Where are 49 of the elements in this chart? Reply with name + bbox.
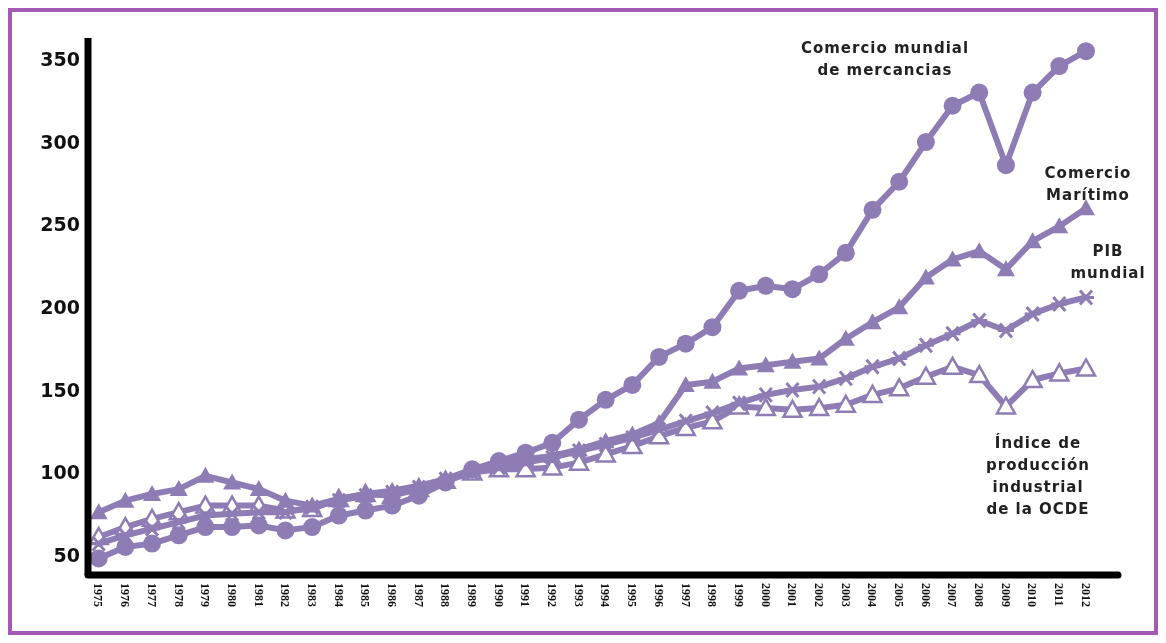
x-tick-label: 1989 bbox=[465, 583, 480, 607]
x-tick-label: 2012 bbox=[1078, 583, 1093, 607]
y-tick-label: 350 bbox=[40, 48, 80, 71]
x-tick-label: 2011 bbox=[1052, 583, 1067, 607]
x-tick-label: 1980 bbox=[224, 583, 239, 607]
x-tick-label: 1983 bbox=[304, 583, 319, 607]
y-tick-label: 250 bbox=[40, 213, 80, 236]
x-tick-label: 1979 bbox=[198, 583, 213, 607]
x-tick-label: 1981 bbox=[251, 583, 266, 607]
x-tick-label: 2008 bbox=[972, 583, 987, 607]
x-tick-label: 1985 bbox=[358, 583, 373, 607]
x-tick-label: 2004 bbox=[865, 583, 880, 607]
x-tick-label: 1986 bbox=[385, 583, 399, 607]
x-tick-label: 1982 bbox=[278, 583, 293, 607]
x-tick-label: 2003 bbox=[838, 583, 853, 607]
x-tick-label: 1976 bbox=[118, 583, 133, 607]
x-tick-label: 2009 bbox=[998, 583, 1013, 607]
x-tick-label: 1987 bbox=[411, 583, 426, 607]
x-tick-label: 1994 bbox=[598, 583, 613, 607]
y-tick-label: 50 bbox=[53, 543, 80, 566]
x-tick-label: 1997 bbox=[678, 583, 693, 607]
x-tick-label: 1978 bbox=[171, 583, 186, 607]
x-tick-label: 2002 bbox=[811, 583, 826, 607]
series-label: Comercio Marítimo bbox=[1044, 164, 1132, 204]
x-tick-label: 2000 bbox=[758, 583, 773, 607]
x-tick-label: 1988 bbox=[438, 583, 453, 607]
x-tick-label: 2005 bbox=[891, 583, 906, 607]
x-tick-label: 1998 bbox=[705, 583, 720, 607]
x-tick-label: 1995 bbox=[625, 583, 640, 607]
x-tick-label: 2001 bbox=[785, 583, 800, 607]
x-tick-label: 2010 bbox=[1025, 583, 1040, 607]
series-label: Comercio mundial de mercancias bbox=[800, 39, 970, 79]
series-label: Índice de producción industrial de la OCDE bbox=[986, 433, 1090, 518]
y-tick-label: 150 bbox=[40, 378, 80, 401]
x-tick-label: 1990 bbox=[491, 583, 506, 607]
x-tick-label: 1984 bbox=[331, 583, 346, 607]
y-tick-label: 200 bbox=[40, 295, 80, 318]
series-label: PIB mundial bbox=[1070, 242, 1146, 282]
x-tick-label: 1999 bbox=[731, 583, 746, 607]
y-tick-label: 100 bbox=[40, 461, 80, 484]
x-tick-label: 1993 bbox=[571, 583, 586, 607]
x-tick-label: 2007 bbox=[945, 583, 960, 607]
x-tick-label: 1975 bbox=[91, 583, 106, 607]
x-tick-label: 2006 bbox=[918, 583, 933, 607]
x-tick-label: 1977 bbox=[144, 583, 159, 607]
x-tick-label: 1996 bbox=[651, 583, 666, 607]
y-tick-label: 300 bbox=[40, 130, 80, 153]
x-tick-label: 1991 bbox=[518, 583, 533, 607]
x-tick-label: 1992 bbox=[545, 583, 560, 607]
